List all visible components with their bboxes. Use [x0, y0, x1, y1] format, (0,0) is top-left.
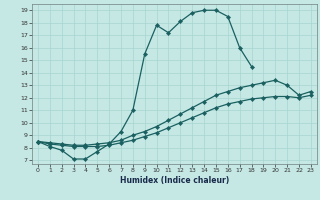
X-axis label: Humidex (Indice chaleur): Humidex (Indice chaleur): [120, 176, 229, 185]
